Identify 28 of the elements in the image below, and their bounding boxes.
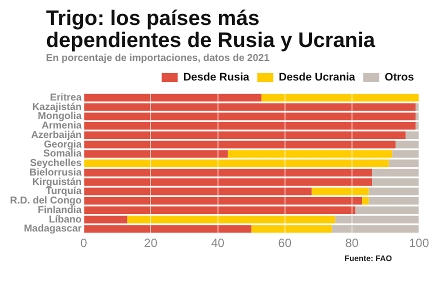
x-tick-label: 60 <box>278 236 292 250</box>
x-tick-label: 0 <box>80 236 88 250</box>
bar <box>261 94 419 102</box>
y-tick-label: Kazajistán <box>32 102 82 113</box>
y-tick-label: Seychelles <box>30 158 82 170</box>
y-tick-label: Turquía <box>46 186 82 198</box>
chart-title: Trigo: los países más dependientes de Rusia y Ucrania <box>46 7 376 52</box>
y-tick-label: Eritrea <box>50 92 82 104</box>
x-tick-label: 100 <box>408 236 430 250</box>
x-tick-label: 20 <box>144 236 158 250</box>
chart-subtitle: En porcentaje de importaciones, datos de 2021 <box>46 53 270 64</box>
legend-label: Desde Ucrania <box>278 72 356 84</box>
y-tick-label: Somalia <box>43 148 82 160</box>
y-tick-label: Armenia <box>42 120 82 132</box>
y-tick-label: Mongolia <box>38 111 82 122</box>
source-note: Fuente: FAO <box>343 254 392 263</box>
y-tick-label: Georgia <box>44 139 82 150</box>
y-tick-label: Kirguistán <box>32 176 82 188</box>
y-tick-label: Finlandia <box>38 204 82 216</box>
x-tick-label: 80 <box>345 236 359 250</box>
legend-label: Otros <box>384 72 414 84</box>
y-tick-label: Azerbaiján <box>31 130 82 141</box>
y-tick-label: Bielorrusia <box>29 167 82 178</box>
y-tick-label: Madagascar <box>24 224 82 235</box>
x-tick-label: 40 <box>211 236 225 250</box>
legend-label: Desde Rusia <box>183 72 250 84</box>
y-tick-label: R.D. del Congo <box>10 196 82 207</box>
y-tick-label: Líbano <box>48 214 82 226</box>
